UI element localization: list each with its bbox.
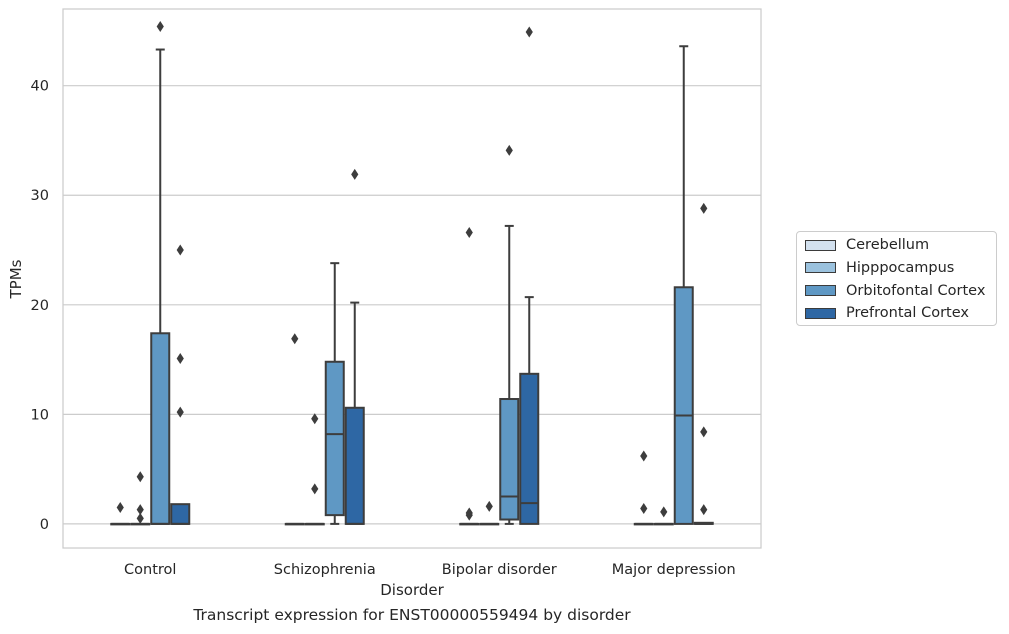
outlier-point — [291, 333, 299, 345]
figure-caption: Transcript expression for ENST0000055949… — [193, 606, 631, 624]
y-tick-label: 40 — [31, 79, 49, 95]
box-iqr — [499, 398, 520, 521]
box-prefrontal-cortex — [693, 202, 714, 525]
legend-swatch — [805, 307, 836, 319]
box-hipppocampus — [653, 506, 674, 526]
box-hipppocampus — [479, 500, 500, 526]
outlier-point — [136, 471, 144, 483]
box-iqr — [170, 503, 191, 525]
box-iqr — [673, 286, 694, 525]
x-tick-label: Major depression — [612, 562, 736, 578]
outlier-point — [136, 504, 144, 516]
box-prefrontal-cortex — [170, 244, 191, 525]
outlier-point — [465, 226, 473, 238]
x-tick-label: Bipolar disorder — [442, 562, 557, 578]
box-iqr — [344, 406, 365, 525]
y-tick-label: 10 — [31, 407, 49, 423]
x-tick-labels: Control Schizophrenia Bipolar disorder Majo… — [124, 562, 736, 578]
box-iqr — [324, 360, 345, 517]
legend-item: Prefrontal Cortex — [805, 303, 969, 323]
legend: Cerebellum Hipppocampus Orbitofontal Corte… — [796, 231, 997, 326]
box-cerebellum — [284, 333, 305, 526]
box-orbitofontal-cortex — [150, 21, 171, 525]
outlier-point — [116, 501, 124, 513]
outlier-point — [640, 450, 648, 462]
legend-label: Orbitofontal Cortex — [846, 282, 986, 299]
y-tick-label: 0 — [40, 517, 49, 533]
outlier-point — [525, 26, 533, 38]
outlier-point — [176, 244, 184, 256]
legend-swatch — [805, 285, 836, 297]
outlier-point — [176, 352, 184, 364]
plot-border — [62, 8, 762, 549]
legend-swatch — [805, 239, 836, 251]
box-prefrontal-cortex — [344, 168, 365, 525]
x-axis-title: Disorder — [380, 581, 444, 599]
outlier-point — [176, 406, 184, 418]
box-orbitofontal-cortex — [673, 45, 694, 525]
outlier-point — [640, 503, 648, 515]
box-plots — [110, 21, 714, 526]
box-cerebellum — [110, 501, 131, 526]
box-iqr — [519, 372, 540, 525]
outlier-point — [465, 507, 473, 519]
y-tick-label: 30 — [31, 188, 49, 204]
box-prefrontal-cortex — [519, 26, 540, 525]
y-tick-label: 20 — [31, 298, 49, 314]
outlier-point — [311, 413, 319, 425]
legend-swatch — [805, 262, 836, 274]
legend-label: Cerebellum — [846, 237, 930, 253]
legend-label: Prefrontal Cortex — [846, 305, 969, 322]
outlier-point — [660, 506, 668, 518]
outlier-point — [136, 512, 144, 524]
box-cerebellum — [459, 226, 480, 526]
outlier-point — [351, 168, 359, 180]
outlier-point — [505, 144, 513, 156]
x-tick-label: Schizophrenia — [274, 562, 376, 578]
outlier-point — [700, 426, 708, 438]
legend-label: Hipppocampus — [846, 259, 955, 276]
box-iqr — [150, 332, 171, 525]
legend-item: Cerebellum — [805, 235, 929, 255]
legend-item: Orbitofontal Cortex — [805, 281, 985, 301]
box-cerebellum — [633, 450, 654, 526]
y-axis-title: TPMs — [7, 259, 25, 299]
outlier-point — [700, 202, 708, 214]
outlier-point — [311, 483, 319, 495]
y-tick-labels: 0 10 20 30 40 — [31, 79, 49, 533]
legend-item: Hipppocampus — [805, 258, 954, 278]
box-orbitofontal-cortex — [499, 144, 520, 525]
box-orbitofontal-cortex — [324, 262, 345, 525]
box-hipppocampus — [304, 413, 325, 526]
outlier-point — [485, 500, 493, 512]
outlier-point — [700, 504, 708, 516]
box-hipppocampus — [130, 471, 151, 526]
outlier-point — [156, 21, 164, 33]
x-tick-label: Control — [124, 562, 176, 578]
